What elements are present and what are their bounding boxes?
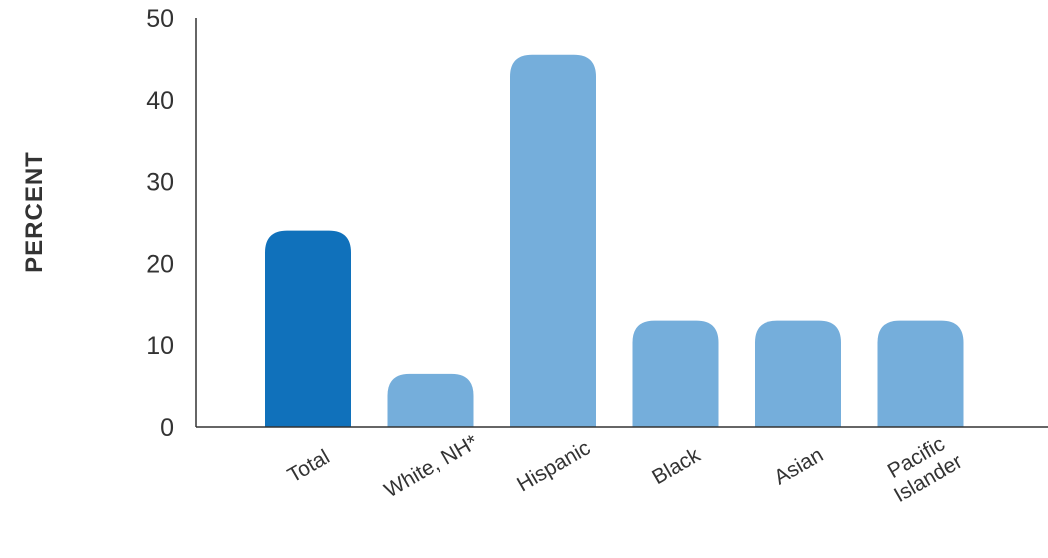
x-category-label: Hispanic (513, 436, 594, 496)
y-tick-label: 20 (146, 250, 174, 278)
x-category-label-group: White, NH* (381, 430, 482, 502)
bars-group (265, 54, 964, 428)
bar-asian (755, 320, 841, 427)
bar-pacific-islander (877, 320, 964, 427)
x-category-label-group: Hispanic (513, 436, 594, 496)
x-category-label-group: PacificIslander (878, 429, 967, 507)
x-category-label-group: Asian (770, 443, 827, 489)
x-category-label: Asian (770, 443, 827, 489)
bar-white-nh (387, 373, 474, 427)
y-tick-label: 50 (146, 5, 174, 33)
y-tick-label: 30 (146, 169, 174, 197)
bar-total (265, 230, 351, 427)
y-axis-title: PERCENT (21, 151, 48, 273)
y-tick-label: 10 (146, 332, 174, 360)
y-tick-labels: 0 10 20 30 40 50 (146, 5, 174, 442)
x-category-label: Total (284, 445, 334, 487)
x-category-label: White, NH* (381, 430, 482, 502)
bar-hispanic (510, 54, 596, 428)
bar-black (632, 320, 719, 427)
x-category-labels: Total White, NH* Hispanic Black Asian Pacific… (284, 429, 967, 507)
x-category-label: Black (648, 443, 704, 489)
x-category-label-group: Black (648, 443, 704, 489)
x-category-label-group: Total (284, 445, 334, 487)
x-category-label: PacificIslander (878, 429, 966, 507)
y-tick-label: 40 (146, 87, 174, 115)
y-tick-label: 0 (160, 414, 174, 442)
